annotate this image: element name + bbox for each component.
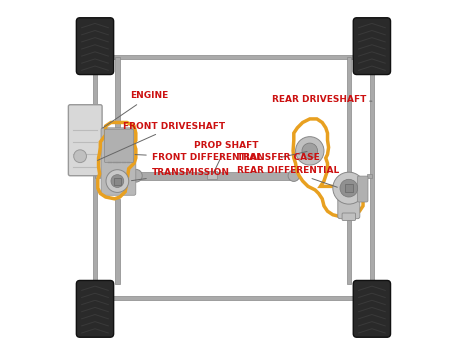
Text: ENGINE: ENGINE [102,91,169,128]
Circle shape [106,170,129,192]
FancyBboxPatch shape [353,18,391,75]
Bar [370,71,374,284]
Bar [207,171,218,179]
FancyBboxPatch shape [68,105,102,176]
Bar [115,199,119,284]
Bar [346,57,351,178]
FancyBboxPatch shape [357,176,368,202]
FancyBboxPatch shape [101,128,136,195]
Circle shape [340,179,358,197]
Text: FRONT DIFFERENTIAL: FRONT DIFFERENTIAL [135,153,262,163]
Text: REAR DRIVESHAFT: REAR DRIVESHAFT [273,95,372,104]
Bar [114,178,121,185]
Bar [366,174,372,178]
FancyBboxPatch shape [76,18,114,75]
FancyBboxPatch shape [105,129,133,163]
FancyBboxPatch shape [345,175,352,187]
Bar [95,55,372,59]
Bar [132,173,136,178]
FancyBboxPatch shape [342,213,356,220]
Text: REAR DIFFERENTIAL: REAR DIFFERENTIAL [237,166,339,187]
Bar [93,71,97,284]
Text: TRANSMISSION: TRANSMISSION [131,168,230,181]
Bar [115,57,119,130]
Circle shape [302,143,318,159]
Circle shape [296,137,324,165]
Circle shape [111,175,124,187]
Text: PROP SHAFT: PROP SHAFT [194,141,259,173]
Bar [136,172,294,180]
Circle shape [333,172,365,204]
Text: FRONT DRIVESHAFT: FRONT DRIVESHAFT [98,121,226,160]
FancyBboxPatch shape [76,280,114,337]
Bar [95,296,372,300]
Bar [346,220,351,284]
Bar [95,174,100,178]
Bar [345,184,353,192]
FancyBboxPatch shape [338,184,360,219]
Circle shape [129,169,142,182]
Circle shape [73,150,86,163]
Text: TRANSFER CASE: TRANSFER CASE [237,152,320,163]
FancyBboxPatch shape [353,280,391,337]
Circle shape [288,170,300,181]
Bar [346,172,352,204]
